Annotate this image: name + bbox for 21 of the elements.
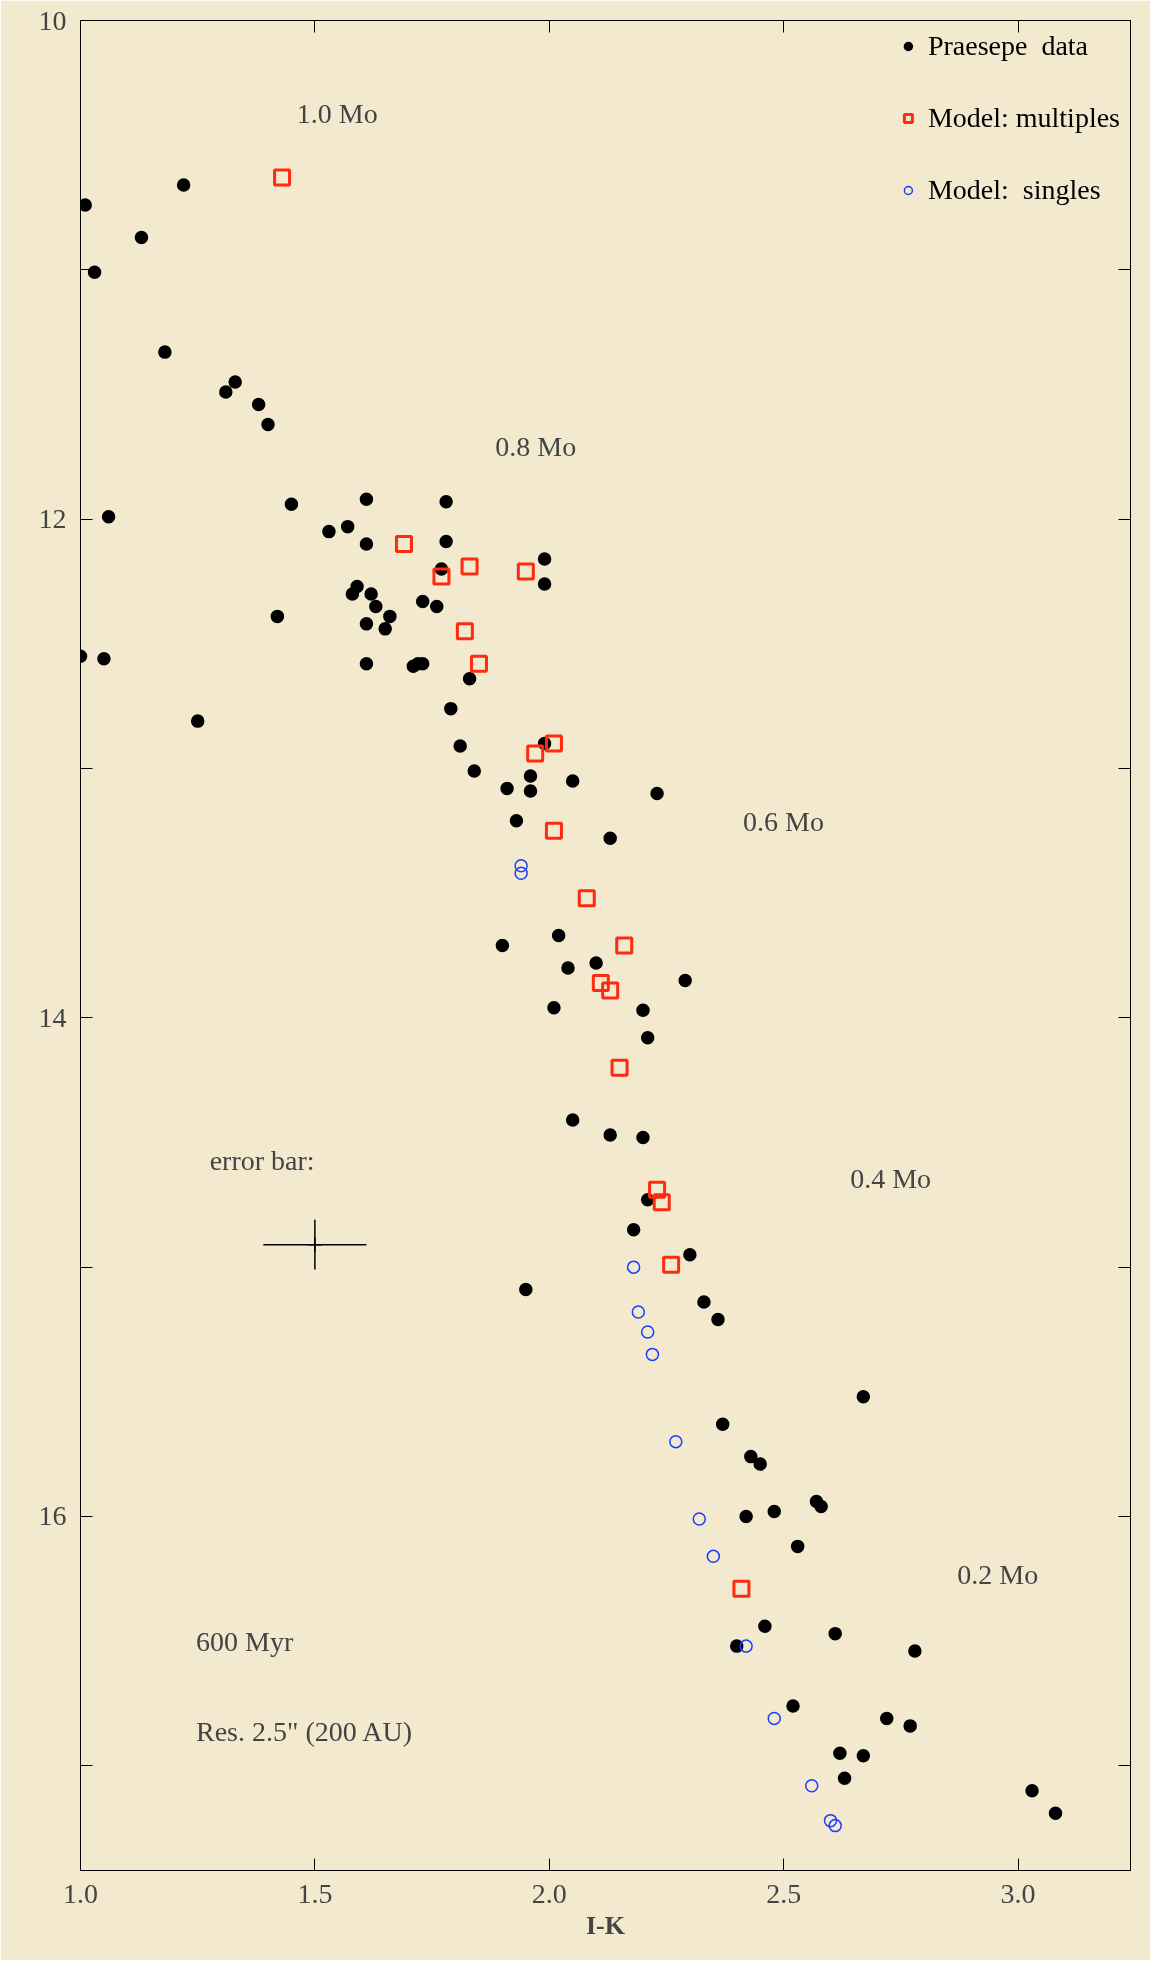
x-tick-label: 2.0 xyxy=(531,1877,567,1909)
annotation: 600 Myr xyxy=(196,1625,294,1657)
y-tick-label: 10 xyxy=(38,4,67,36)
y-tick-label: 14 xyxy=(38,1001,67,1033)
x-tick-label: 1.5 xyxy=(297,1877,333,1909)
annotation: Res. 2.5" (200 AU) xyxy=(196,1716,412,1748)
x-tick-label: 2.5 xyxy=(766,1877,802,1909)
legend-label: Praesepe data xyxy=(927,30,1089,62)
legend-label: Model: multiples xyxy=(927,102,1120,134)
annotation: 0.8 Mo xyxy=(495,430,577,462)
legend-label: Model: singles xyxy=(927,174,1101,206)
annotation: 1.0 Mo xyxy=(296,97,378,129)
x-tick-label: 1.0 xyxy=(63,1877,98,1909)
x-axis-title: I-K xyxy=(586,1910,626,1940)
y-tick-label: 12 xyxy=(38,503,67,535)
annotation: 0.2 Mo xyxy=(957,1559,1039,1590)
annotation: 0.4 Mo xyxy=(850,1163,932,1195)
annotation: error bar: xyxy=(209,1144,315,1176)
annotation: 0.6 Mo xyxy=(743,806,824,838)
y-tick-label: 16 xyxy=(38,1500,67,1532)
x-tick-label: 3.0 xyxy=(1000,1877,1036,1909)
